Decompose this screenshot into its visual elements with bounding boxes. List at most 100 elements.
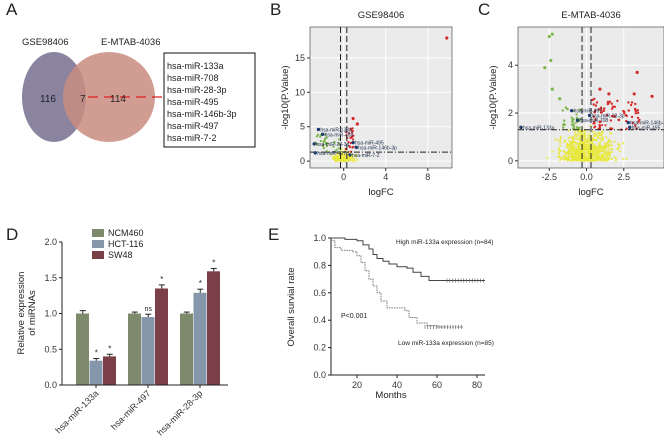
- data-point: [588, 132, 591, 135]
- x-axis-label: logFC: [578, 187, 603, 198]
- data-point: [351, 131, 354, 134]
- data-point: [332, 157, 335, 161]
- data-point: [617, 142, 620, 146]
- data-point: [613, 140, 616, 143]
- data-point: [604, 156, 607, 159]
- data-point: [562, 126, 565, 129]
- data-point: [581, 150, 584, 153]
- data-point: [335, 154, 338, 158]
- labeled-point: [320, 132, 325, 136]
- point-label: hsa-miR-495: [632, 125, 661, 131]
- data-point: [624, 113, 627, 117]
- data-point: [576, 137, 579, 141]
- data-point: [337, 150, 340, 153]
- data-point: [567, 151, 570, 154]
- y-tick-label: 0.5: [44, 344, 57, 354]
- data-point: [564, 155, 567, 158]
- labeled-point: [628, 125, 632, 130]
- data-point: [599, 145, 602, 148]
- significance-mark: *: [212, 258, 215, 267]
- data-point: [559, 135, 562, 138]
- data-point: [339, 159, 342, 162]
- data-point: [599, 106, 603, 109]
- data-point: [587, 136, 590, 140]
- point-label: hsa-miR-708: [580, 118, 609, 124]
- data-point: [332, 145, 335, 148]
- data-point: [597, 149, 601, 152]
- data-point: [610, 144, 613, 147]
- y-axis-label: Overall survial rate: [286, 267, 297, 346]
- data-point: [316, 133, 319, 136]
- data-point: [597, 108, 601, 111]
- data-point: [559, 141, 562, 144]
- data-point: [324, 137, 327, 140]
- point-label: hsa-miR-133a: [320, 127, 352, 133]
- data-point: [634, 109, 637, 113]
- data-point: [340, 147, 344, 151]
- data-point: [593, 111, 596, 114]
- data-point: [631, 121, 634, 125]
- legend-label: NCM460: [108, 228, 144, 238]
- highlight-point: [550, 87, 554, 91]
- data-point: [584, 137, 588, 141]
- data-point: [562, 123, 565, 127]
- data-point: [597, 142, 600, 145]
- venn-left-count: 116: [40, 94, 56, 105]
- data-point: [600, 132, 603, 135]
- bar: [207, 271, 220, 385]
- data-point: [611, 148, 614, 151]
- overlap-list-box: [163, 52, 256, 148]
- point-label: hsa-miR-497: [317, 151, 346, 157]
- data-point: [336, 157, 340, 161]
- data-point: [606, 149, 609, 153]
- y-tick-label: 0.0: [313, 370, 326, 380]
- data-point: [605, 136, 608, 139]
- y-tick-label: 0.0: [44, 380, 57, 390]
- data-point: [579, 141, 582, 144]
- data-point: [569, 135, 572, 138]
- data-point: [558, 151, 561, 154]
- legend-label-low: Low miR-133a expression (n=85): [398, 340, 494, 347]
- data-point: [600, 139, 603, 142]
- data-point: [573, 134, 576, 137]
- data-point: [608, 138, 611, 141]
- highlight-point: [355, 122, 359, 126]
- data-point: [564, 139, 567, 142]
- data-point: [613, 105, 616, 109]
- bar: [180, 313, 193, 385]
- y-tick-label: 0: [508, 156, 513, 166]
- data-point: [627, 109, 630, 112]
- data-point: [600, 123, 604, 127]
- y-tick-label: 4: [508, 60, 513, 70]
- data-point: [335, 159, 338, 163]
- data-point: [583, 151, 586, 154]
- data-point: [348, 145, 352, 149]
- data-point: [635, 127, 638, 130]
- data-point: [622, 157, 625, 161]
- data-point: [573, 152, 576, 155]
- highlight-point: [543, 66, 547, 70]
- data-point: [598, 151, 601, 154]
- data-point: [565, 157, 569, 160]
- data-point: [606, 152, 609, 155]
- data-point: [315, 142, 318, 145]
- data-point: [592, 145, 596, 148]
- survival-curve-low: [331, 240, 463, 328]
- data-point: [594, 157, 598, 160]
- x-tick-label: 8: [425, 172, 430, 182]
- data-point: [573, 149, 576, 152]
- x-tick-label: 20: [352, 380, 362, 390]
- data-point: [592, 103, 595, 106]
- data-point: [595, 138, 598, 142]
- data-point: [602, 153, 605, 156]
- legend-label: HCT-116: [108, 239, 143, 249]
- data-point: [636, 116, 640, 120]
- data-point: [574, 137, 577, 140]
- x-tick-label: -2.5: [542, 172, 558, 182]
- data-point: [351, 157, 355, 160]
- data-point: [567, 136, 570, 140]
- overlap-list-item: hsa-miR-495: [167, 97, 219, 107]
- data-point: [356, 158, 359, 162]
- point-label: hsa-miR-146b-3p: [358, 145, 397, 151]
- highlight-point: [635, 70, 639, 75]
